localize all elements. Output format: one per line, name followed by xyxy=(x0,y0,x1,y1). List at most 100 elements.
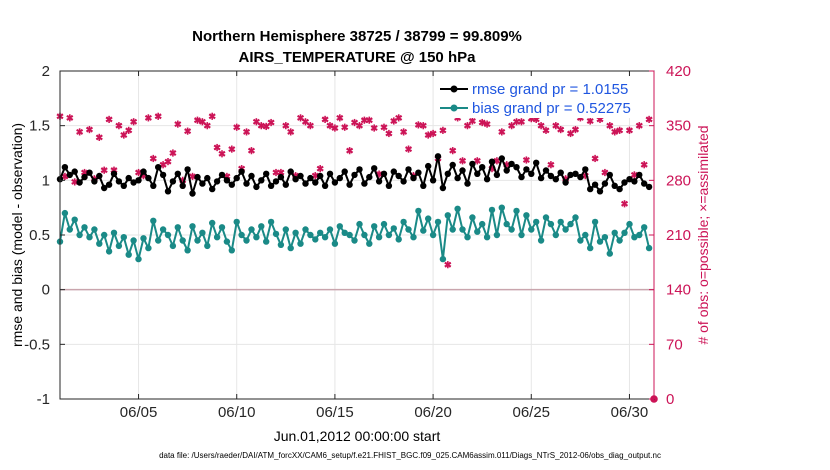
series-point-0 xyxy=(503,167,510,174)
obs-marker xyxy=(154,112,162,120)
series-point-0 xyxy=(297,172,304,180)
series-point-1 xyxy=(420,227,427,234)
series-point-0 xyxy=(444,170,451,177)
series-point-1 xyxy=(101,231,108,239)
obs-marker xyxy=(635,122,643,130)
obs-marker xyxy=(85,125,93,134)
obs-marker xyxy=(616,126,624,134)
obs-marker xyxy=(586,117,594,125)
series-point-1 xyxy=(159,226,167,233)
obs-marker xyxy=(522,156,530,164)
series-point-0 xyxy=(400,178,407,185)
series-point-1 xyxy=(228,247,235,254)
series-point-1 xyxy=(454,205,461,212)
series-point-1 xyxy=(292,229,299,236)
series-point-1 xyxy=(631,234,638,241)
series-point-1 xyxy=(395,236,402,243)
series-point-0 xyxy=(434,153,442,160)
y-axis-ticks: 2 1.5 1 0.5 0 -0.5 -1 xyxy=(24,63,65,408)
x-axis-label: Jun.01,2012 00:00:00 start xyxy=(274,428,441,444)
series-point-0 xyxy=(243,180,250,187)
series-point-0 xyxy=(105,181,113,188)
y-tick-label: 1 xyxy=(42,172,50,189)
series-point-1 xyxy=(567,220,574,228)
obs-marker xyxy=(365,116,373,124)
series-point-0 xyxy=(518,173,525,181)
series-point-0 xyxy=(267,182,275,189)
series-point-0 xyxy=(572,170,579,177)
series-point-0 xyxy=(385,182,393,189)
obs-marker xyxy=(213,143,221,152)
series-point-1 xyxy=(611,229,618,236)
series-point-0 xyxy=(537,174,545,182)
series-point-1 xyxy=(341,229,348,236)
series-point-1 xyxy=(405,226,412,233)
series-point-0 xyxy=(120,182,128,189)
y-axis-label: rmse and bias (model - observation) xyxy=(9,123,25,347)
obs-marker xyxy=(120,131,128,139)
series-point-1 xyxy=(169,242,177,250)
series-point-0 xyxy=(159,171,167,179)
y-tick-label: 0 xyxy=(42,282,50,299)
series-point-1 xyxy=(135,255,142,263)
obs-marker xyxy=(478,118,486,127)
y-tick-label: 1.5 xyxy=(29,118,50,135)
series-point-0 xyxy=(179,182,186,189)
obs-marker xyxy=(252,118,260,126)
series-point-1 xyxy=(312,236,319,243)
series-point-0 xyxy=(366,173,373,181)
series-point-0 xyxy=(464,180,471,187)
obs-marker xyxy=(508,122,516,130)
series-point-1 xyxy=(248,226,255,233)
series-point-1 xyxy=(307,231,314,239)
obs-marker xyxy=(606,122,614,130)
series-point-1 xyxy=(587,244,594,252)
series-point-0 xyxy=(375,178,383,185)
series-point-1 xyxy=(179,237,186,244)
obs-marker xyxy=(645,115,653,124)
series-point-1 xyxy=(474,228,481,235)
series-point-0 xyxy=(459,167,466,174)
series-point-0 xyxy=(248,172,255,180)
series-point-0 xyxy=(312,179,319,186)
series-point-1 xyxy=(513,207,520,215)
series-point-0 xyxy=(61,164,69,171)
series-point-0 xyxy=(277,173,285,181)
series-point-0 xyxy=(626,176,633,183)
legend-marker-rmse xyxy=(450,85,458,93)
series-point-0 xyxy=(557,169,564,176)
series-point-1 xyxy=(596,238,604,245)
series-point-0 xyxy=(184,166,191,173)
series-point-0 xyxy=(420,182,427,189)
series-point-1 xyxy=(444,212,451,219)
obs-marker xyxy=(316,165,324,173)
x-tick-label: 06/25 xyxy=(512,404,550,421)
series-point-1 xyxy=(287,244,294,252)
obs-marker xyxy=(297,114,305,122)
obs-marker xyxy=(321,115,329,124)
series-point-1 xyxy=(336,223,343,230)
y2-tick-label: 350 xyxy=(666,118,691,135)
series-point-1 xyxy=(194,237,201,244)
series-point-0 xyxy=(346,181,353,188)
series-point-1 xyxy=(282,226,289,233)
series-point-0 xyxy=(101,184,108,192)
obs-marker xyxy=(459,157,467,165)
y2-axis-ticks: 420 350 280 210 140 70 0 xyxy=(649,63,691,408)
series-point-1 xyxy=(415,207,422,215)
series-point-0 xyxy=(415,169,422,176)
series-point-0 xyxy=(361,180,368,187)
series-point-0 xyxy=(110,170,118,177)
series-point-0 xyxy=(601,180,609,187)
obs-marker xyxy=(193,116,201,124)
series-point-1 xyxy=(189,223,196,230)
obs-marker xyxy=(169,149,177,157)
obs-marker xyxy=(483,120,491,128)
series-point-0 xyxy=(140,168,147,175)
series-point-0 xyxy=(125,174,132,182)
series-point-1 xyxy=(238,231,245,239)
obs-marker xyxy=(115,122,123,130)
series-point-0 xyxy=(213,178,221,185)
series-point-0 xyxy=(258,177,265,184)
